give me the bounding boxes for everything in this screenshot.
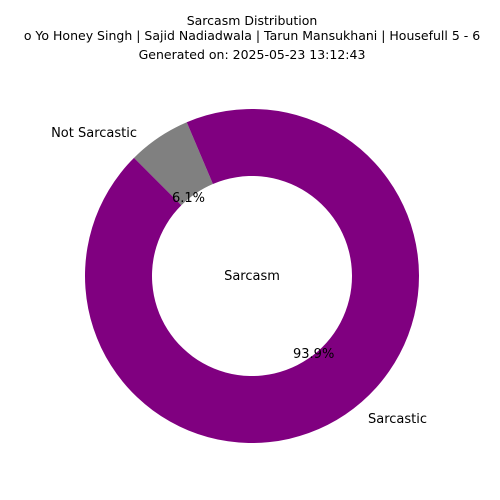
chart-subtitle: o Yo Honey Singh | Sajid Nadiadwala | Ta… <box>24 28 480 43</box>
chart-title: Sarcasm Distribution <box>187 13 318 28</box>
slice-label-sarcastic: Sarcastic <box>368 412 427 427</box>
donut-slices <box>85 109 420 443</box>
pct-label-not-sarcastic: 6.1% <box>172 191 205 206</box>
donut-slice-not-sarcastic <box>133 122 213 206</box>
pct-label-sarcastic: 93.9% <box>293 347 334 362</box>
slice-label-not-sarcastic: Not Sarcastic <box>51 126 137 141</box>
donut-center-label: Sarcasm <box>224 269 280 284</box>
donut-slice-sarcastic <box>85 109 420 443</box>
chart-generated-on: Generated on: 2025-05-23 13:12:43 <box>139 47 366 62</box>
